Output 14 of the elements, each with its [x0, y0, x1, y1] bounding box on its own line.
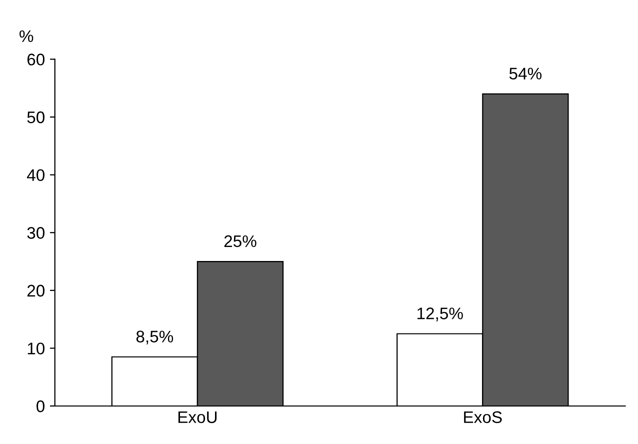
y-tick-label: 20: [27, 284, 44, 297]
y-tick-label: 40: [26, 169, 44, 182]
y-tick-label: 0: [36, 400, 44, 412]
data-label: 25%: [224, 235, 256, 248]
y-tick-label: 10: [28, 342, 44, 354]
y-axis-title: %: [20, 30, 34, 42]
y-tick-label: 50: [27, 111, 44, 124]
x-tick-label: ExoS: [464, 411, 502, 424]
y-tick-label: 30: [27, 227, 44, 239]
y-tick-label: 60: [27, 54, 44, 66]
data-label: 8,5%: [136, 330, 174, 344]
x-tick-label: ExoU: [178, 411, 217, 424]
data-label: 12,5%: [418, 308, 463, 322]
data-label: 54%: [509, 68, 542, 80]
